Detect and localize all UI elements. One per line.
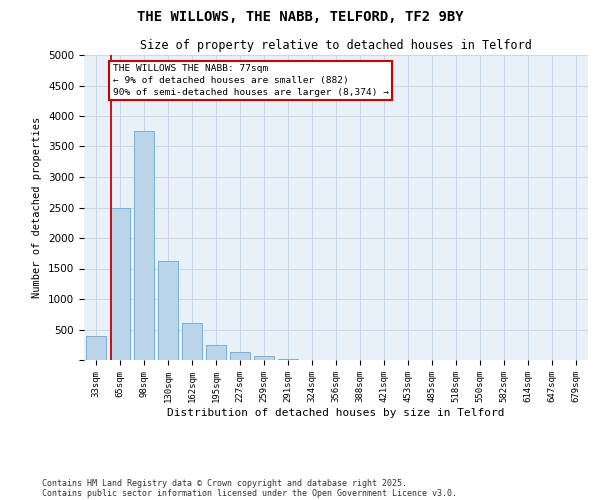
Text: THE WILLOWS, THE NABB, TELFORD, TF2 9BY: THE WILLOWS, THE NABB, TELFORD, TF2 9BY <box>137 10 463 24</box>
X-axis label: Distribution of detached houses by size in Telford: Distribution of detached houses by size … <box>167 408 505 418</box>
Bar <box>134 131 154 360</box>
Bar <box>230 352 250 360</box>
Text: Contains HM Land Registry data © Crown copyright and database right 2025.: Contains HM Land Registry data © Crown c… <box>42 478 407 488</box>
Bar <box>110 208 130 360</box>
Bar <box>278 359 298 360</box>
Text: THE WILLOWS THE NABB: 77sqm
← 9% of detached houses are smaller (882)
90% of sem: THE WILLOWS THE NABB: 77sqm ← 9% of deta… <box>113 64 389 97</box>
Text: Contains public sector information licensed under the Open Government Licence v3: Contains public sector information licen… <box>42 488 457 498</box>
Bar <box>86 336 106 360</box>
Bar <box>158 261 178 360</box>
Y-axis label: Number of detached properties: Number of detached properties <box>32 117 43 298</box>
Title: Size of property relative to detached houses in Telford: Size of property relative to detached ho… <box>140 40 532 52</box>
Bar <box>182 324 202 360</box>
Bar <box>254 356 274 360</box>
Bar <box>206 345 226 360</box>
